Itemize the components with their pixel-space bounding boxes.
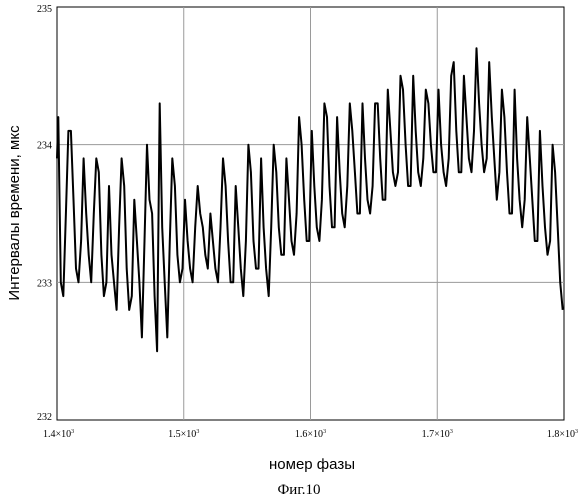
y-axis-ticks: 232 233 234 235 xyxy=(37,4,52,423)
x-tick-label-2: 1.6×103 xyxy=(295,429,326,440)
y-tick-label-3: 235 xyxy=(37,4,52,15)
y-tick-label-2: 234 xyxy=(37,141,52,152)
x-tick-label-3: 1.7×103 xyxy=(422,429,453,440)
x-tick-label-4: 1.8×103 xyxy=(547,429,578,440)
x-axis-label: номер фазы xyxy=(269,456,355,473)
y-axis-label: Интервалы времени, мкс xyxy=(6,125,23,301)
figure-caption: Фиг.10 xyxy=(277,482,320,498)
x-tick-label-0: 1.4×103 xyxy=(43,429,74,440)
x-axis-ticks: 1.4×103 1.5×103 1.6×103 1.7×103 1.8×103 xyxy=(43,429,578,440)
x-tick-label-1: 1.5×103 xyxy=(168,429,199,440)
y-tick-label-1: 233 xyxy=(37,278,52,289)
y-tick-label-0: 232 xyxy=(37,412,52,423)
